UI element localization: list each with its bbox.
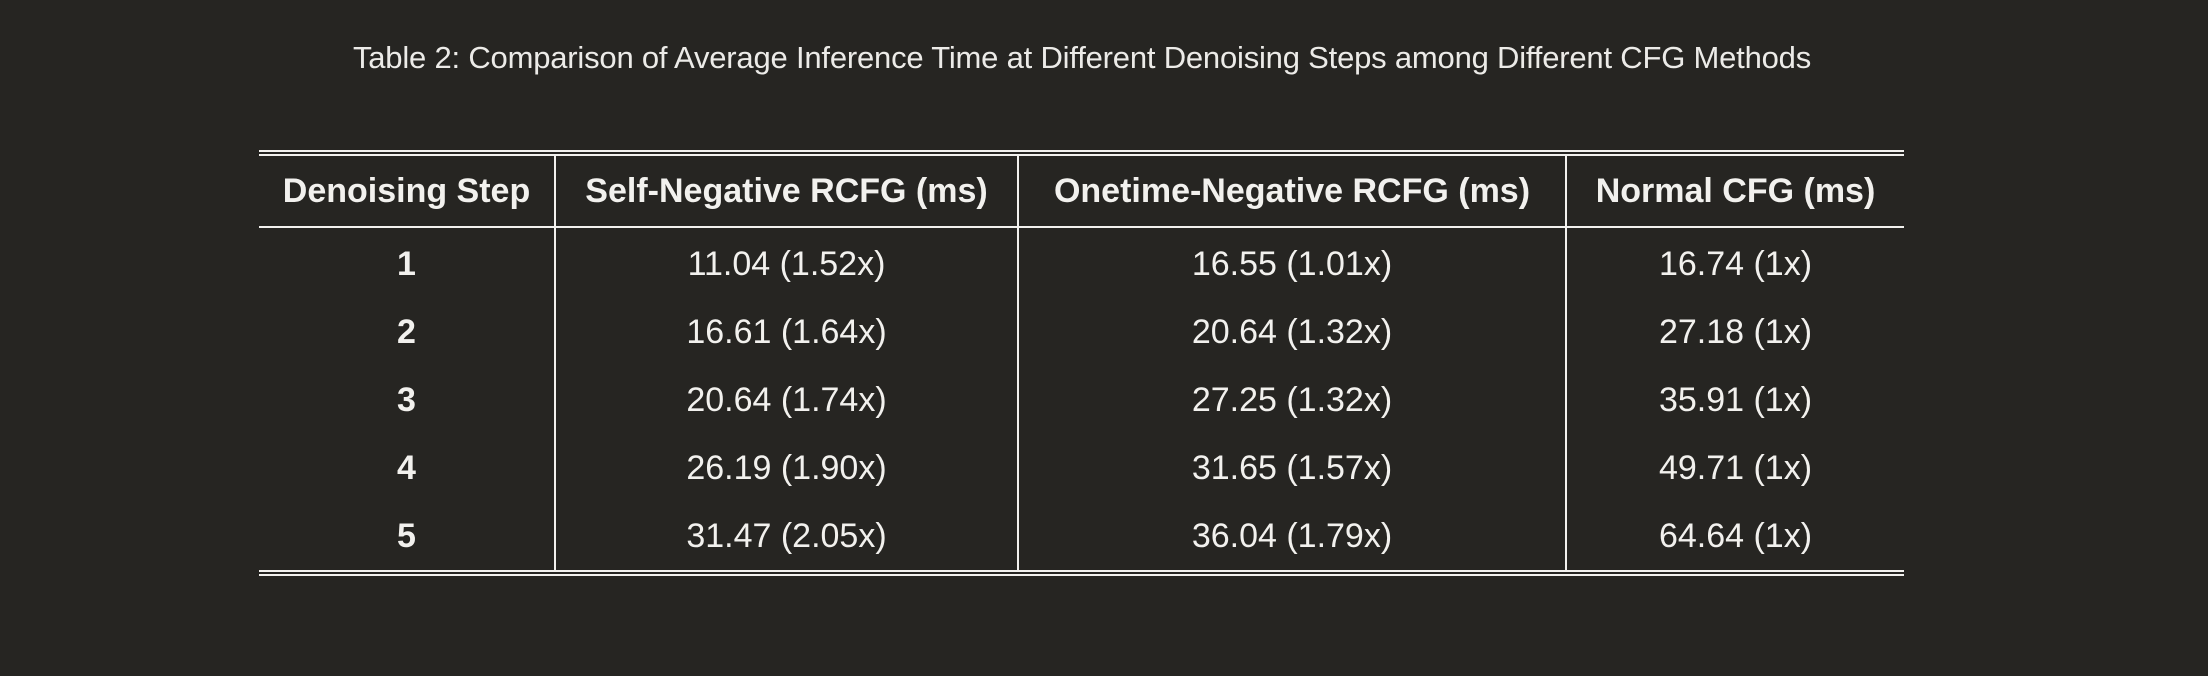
self-negative-cell: 20.64 (1.74x) [554, 366, 1018, 434]
onetime-negative-cell: 20.64 (1.32x) [1017, 298, 1566, 366]
onetime-negative-cell: 16.55 (1.01x) [1017, 227, 1566, 298]
step-cell: 4 [397, 448, 416, 487]
onetime-negative-cell: 31.65 (1.57x) [1017, 434, 1566, 502]
normal-cfg-cell: 64.64 (1x) [1565, 502, 1904, 570]
top-double-rule [259, 150, 1904, 156]
normal-cfg-cell: 49.71 (1x) [1565, 434, 1904, 502]
inference-time-table: Denoising Step Self-Negative RCFG (ms) O… [259, 150, 1904, 576]
step-cell: 3 [397, 380, 416, 419]
onetime-negative-cell: 27.25 (1.32x) [1017, 366, 1566, 434]
step-cell: 2 [397, 312, 416, 351]
table-row: 4 26.19 (1.90x) 31.65 (1.57x) 49.71 (1x) [259, 434, 1904, 502]
normal-cfg-cell: 27.18 (1x) [1565, 298, 1904, 366]
onetime-negative-cell: 36.04 (1.79x) [1017, 502, 1566, 570]
normal-cfg-cell: 35.91 (1x) [1565, 366, 1904, 434]
self-negative-cell: 16.61 (1.64x) [554, 298, 1018, 366]
table-row: 2 16.61 (1.64x) 20.64 (1.32x) 27.18 (1x) [259, 298, 1904, 366]
step-cell: 5 [397, 516, 416, 555]
step-cell: 1 [397, 244, 416, 283]
header-self-negative-rcfg: Self-Negative RCFG (ms) [554, 156, 1018, 228]
table-row: 1 11.04 (1.52x) 16.55 (1.01x) 16.74 (1x) [259, 227, 1904, 298]
normal-cfg-cell: 16.74 (1x) [1565, 227, 1904, 298]
table-row: 5 31.47 (2.05x) 36.04 (1.79x) 64.64 (1x) [259, 502, 1904, 570]
table-caption: Table 2: Comparison of Average Inference… [352, 40, 1812, 75]
bottom-double-rule [259, 570, 1904, 576]
self-negative-cell: 31.47 (2.05x) [554, 502, 1018, 570]
table-row: 3 20.64 (1.74x) 27.25 (1.32x) 35.91 (1x) [259, 366, 1904, 434]
self-negative-cell: 26.19 (1.90x) [554, 434, 1018, 502]
self-negative-cell: 11.04 (1.52x) [554, 227, 1018, 298]
header-row: Denoising Step Self-Negative RCFG (ms) O… [259, 156, 1904, 228]
header-denoising-step: Denoising Step [259, 156, 555, 228]
header-normal-cfg: Normal CFG (ms) [1565, 156, 1904, 228]
header-onetime-negative-rcfg: Onetime-Negative RCFG (ms) [1017, 156, 1566, 228]
